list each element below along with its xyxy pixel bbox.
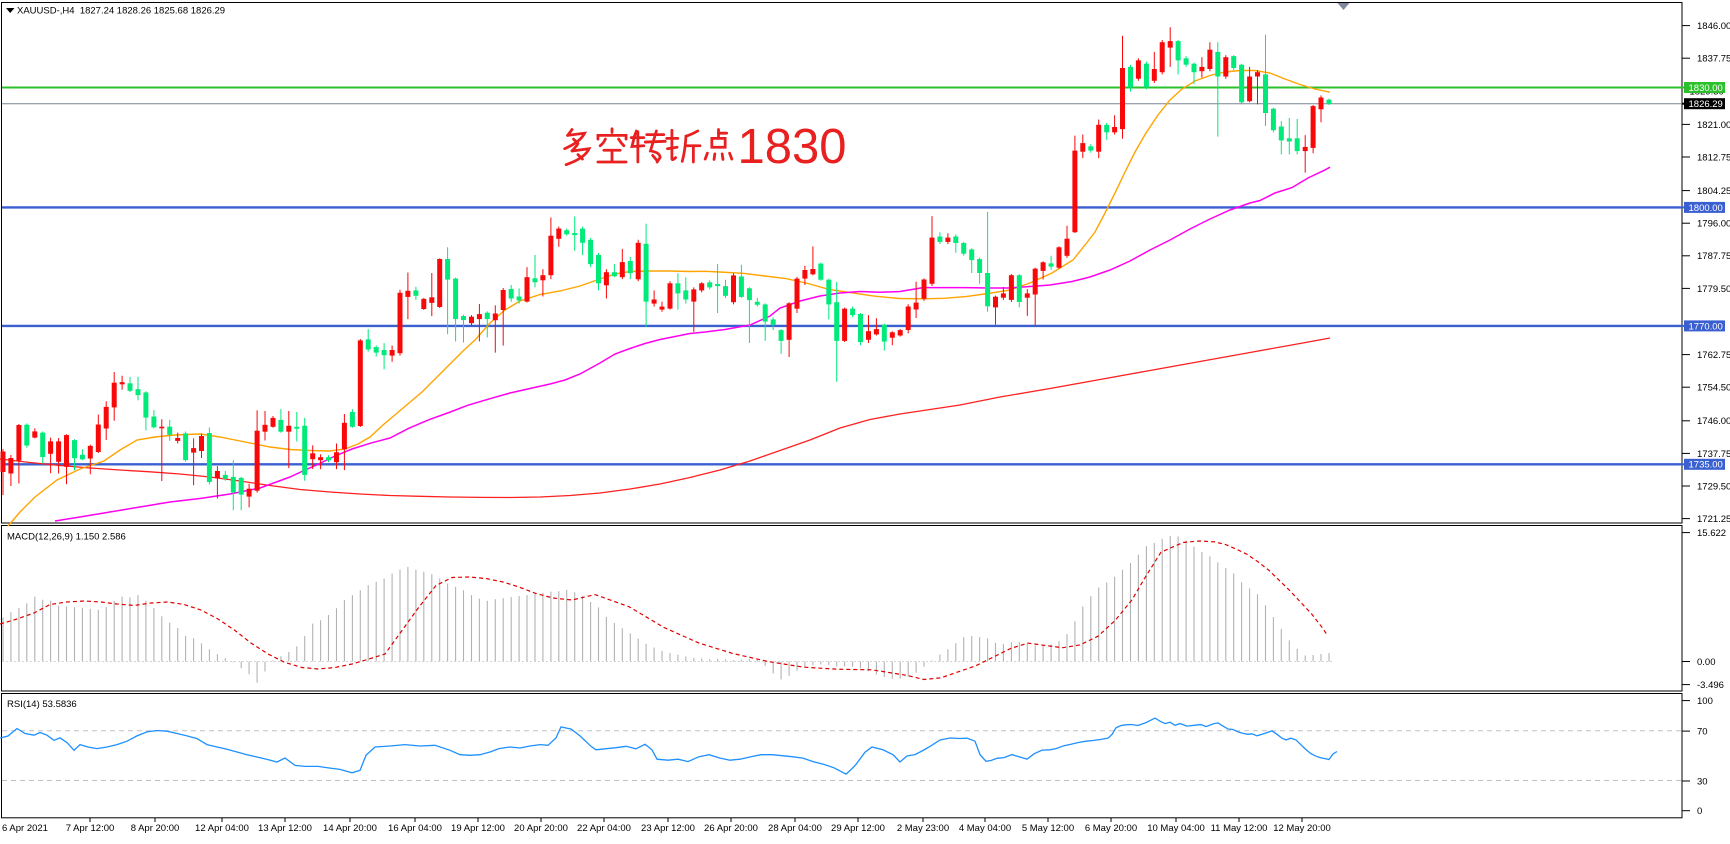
svg-text:XAUUSD-,H4 1827.24 1828.26 18: XAUUSD-,H4 1827.24 1828.26 1825.68 1826.…	[17, 6, 225, 17]
svg-text:RSI(14) 53.5836: RSI(14) 53.5836	[7, 699, 77, 710]
svg-text:30: 30	[1697, 776, 1708, 787]
svg-text:1754.50: 1754.50	[1697, 383, 1730, 394]
svg-text:1779.50: 1779.50	[1697, 284, 1730, 295]
svg-text:13 Apr 12:00: 13 Apr 12:00	[258, 823, 312, 834]
svg-text:1800.00: 1800.00	[1689, 203, 1723, 214]
svg-text:1812.75: 1812.75	[1697, 152, 1730, 163]
svg-text:12 Apr 04:00: 12 Apr 04:00	[195, 823, 249, 834]
svg-text:70: 70	[1697, 727, 1708, 738]
svg-text:1846.00: 1846.00	[1697, 21, 1730, 32]
svg-text:8 Apr 20:00: 8 Apr 20:00	[131, 823, 180, 834]
svg-text:2 May 23:00: 2 May 23:00	[897, 823, 949, 834]
svg-text:6 Apr 2021: 6 Apr 2021	[2, 823, 48, 834]
svg-text:1746.00: 1746.00	[1697, 416, 1730, 427]
svg-text:1804.25: 1804.25	[1697, 186, 1730, 197]
svg-text:5 May 12:00: 5 May 12:00	[1022, 823, 1074, 834]
svg-text:1796.00: 1796.00	[1697, 219, 1730, 230]
svg-text:0: 0	[1697, 806, 1702, 817]
svg-text:7 Apr 12:00: 7 Apr 12:00	[66, 823, 115, 834]
svg-text:11 May 12:00: 11 May 12:00	[1211, 823, 1268, 834]
svg-text:16 Apr 04:00: 16 Apr 04:00	[388, 823, 442, 834]
svg-text:22 Apr 04:00: 22 Apr 04:00	[577, 823, 631, 834]
svg-text:23 Apr 12:00: 23 Apr 12:00	[641, 823, 695, 834]
svg-text:1830.00: 1830.00	[1689, 83, 1723, 94]
svg-text:15.622: 15.622	[1697, 528, 1726, 539]
svg-text:-3.496: -3.496	[1697, 680, 1724, 691]
svg-text:1770.00: 1770.00	[1689, 321, 1723, 332]
svg-text:26 Apr 20:00: 26 Apr 20:00	[704, 823, 758, 834]
svg-text:1821.00: 1821.00	[1697, 120, 1730, 131]
svg-text:19 Apr 12:00: 19 Apr 12:00	[451, 823, 505, 834]
svg-text:14 Apr 20:00: 14 Apr 20:00	[323, 823, 377, 834]
svg-text:12 May 20:00: 12 May 20:00	[1273, 823, 1331, 834]
svg-text:1830: 1830	[738, 120, 847, 174]
svg-text:1762.75: 1762.75	[1697, 350, 1730, 361]
svg-text:1787.75: 1787.75	[1697, 251, 1730, 262]
svg-text:0.00: 0.00	[1697, 657, 1716, 668]
svg-text:MACD(12,26,9) 1.150 2.586: MACD(12,26,9) 1.150 2.586	[7, 532, 126, 543]
svg-text:20 Apr 20:00: 20 Apr 20:00	[514, 823, 568, 834]
svg-text:4 May 04:00: 4 May 04:00	[959, 823, 1011, 834]
svg-text:1721.25: 1721.25	[1697, 514, 1730, 525]
svg-text:10 May 04:00: 10 May 04:00	[1147, 823, 1205, 834]
svg-text:1837.75: 1837.75	[1697, 54, 1730, 65]
svg-text:1735.00: 1735.00	[1689, 460, 1723, 471]
svg-text:1729.50: 1729.50	[1697, 481, 1730, 492]
svg-text:1737.75: 1737.75	[1697, 449, 1730, 460]
svg-text:29 Apr 12:00: 29 Apr 12:00	[831, 823, 885, 834]
svg-text:28 Apr 04:00: 28 Apr 04:00	[768, 823, 822, 834]
svg-text:6 May 20:00: 6 May 20:00	[1085, 823, 1137, 834]
svg-text:100: 100	[1697, 696, 1713, 707]
svg-text:1826.29: 1826.29	[1689, 99, 1723, 110]
